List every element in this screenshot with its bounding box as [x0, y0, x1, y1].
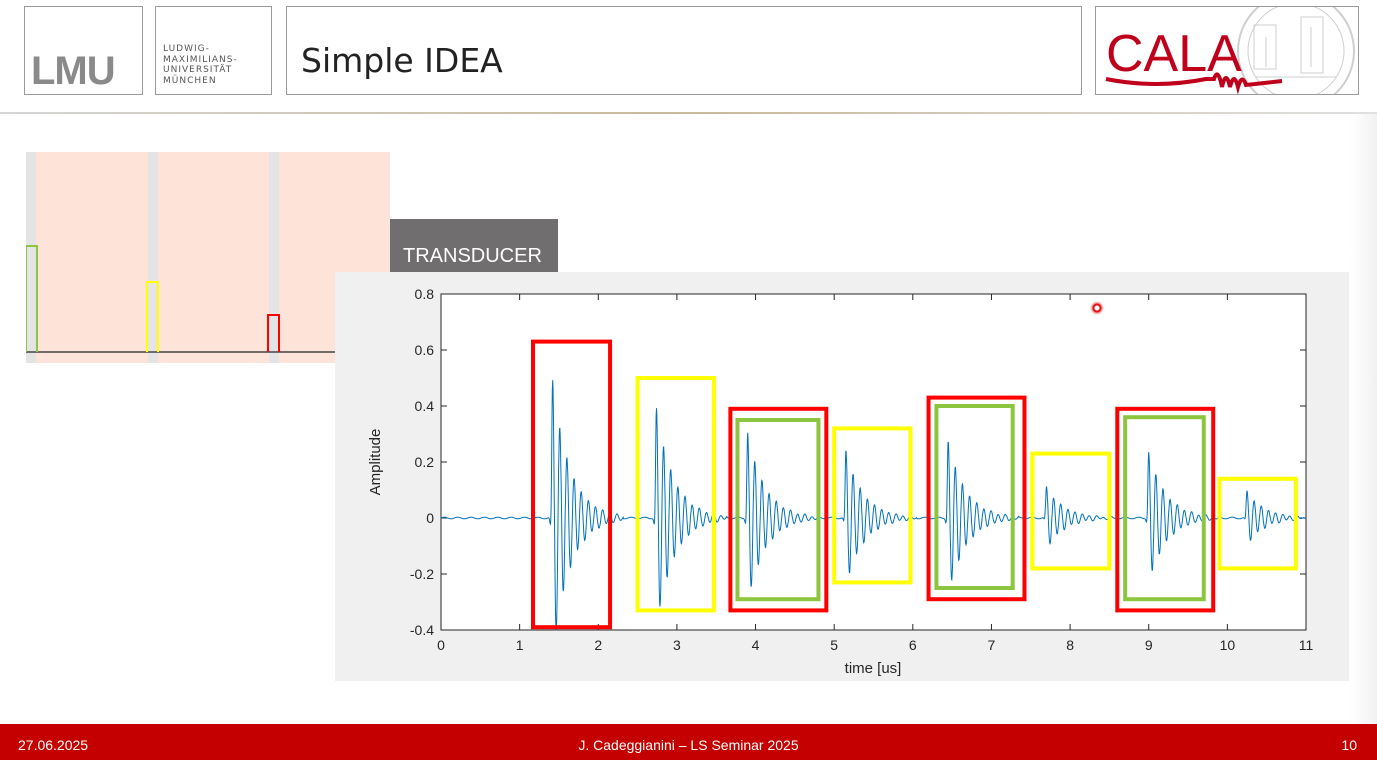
- cala-logo-text: CALA: [1106, 25, 1242, 83]
- x-tick-label: 5: [830, 637, 838, 653]
- plot-area: [440, 293, 1307, 631]
- echo-highlight-box: [1123, 415, 1206, 602]
- pulse-yellow: [146, 281, 159, 352]
- footer-presenter: J. Cadeggianini – LS Seminar 2025: [578, 737, 799, 753]
- footer-date: 27.06.2025: [18, 737, 89, 753]
- y-tick-label: -0.2: [410, 566, 434, 582]
- x-axis-label: time [us]: [845, 660, 902, 677]
- y-tick-label: 0.4: [415, 398, 435, 414]
- y-tick-label: 0.8: [415, 286, 435, 302]
- x-tick-label: 8: [1066, 637, 1074, 653]
- echo-highlight-box: [735, 418, 821, 602]
- x-tick-label: 0: [437, 637, 445, 653]
- university-name-line: MAXIMILIANS-: [163, 54, 238, 65]
- pulse-train: [26, 245, 390, 353]
- x-tick-label: 7: [988, 637, 996, 653]
- university-seal-icon: [1237, 7, 1355, 94]
- echo-highlight-box: [531, 339, 613, 630]
- y-tick-label: 0: [426, 510, 434, 526]
- slide-title: Simple IDEA: [301, 41, 503, 80]
- pulse-gap: [26, 152, 36, 363]
- y-tick-label: 0.6: [415, 342, 435, 358]
- page-number: 10: [1341, 737, 1357, 753]
- transducer-label: TRANSDUCER: [390, 219, 558, 272]
- pulse-gap: [148, 152, 158, 363]
- laser-pointer-icon: [1090, 301, 1104, 315]
- slide-edge-shadow: [1350, 114, 1377, 724]
- echo-highlight-box: [1217, 476, 1298, 571]
- signal-chart-svg: 0 1 2 3 4 5 6 7 8 9 10 11 -0.4 -0.2 0 0.2 0.4 0.6 0.8 time…: [367, 286, 1314, 677]
- pulse-diagram: [26, 152, 390, 363]
- y-tick-label: -0.4: [410, 622, 434, 638]
- x-tick-label: 4: [752, 637, 760, 653]
- echo-highlight-box: [926, 395, 1027, 602]
- pulse-red: [267, 314, 280, 352]
- lmu-logo-box: LMU: [24, 6, 143, 95]
- echo-highlight-box: [832, 426, 913, 585]
- x-tick-label: 1: [516, 637, 524, 653]
- x-tick-label: 6: [909, 637, 917, 653]
- university-name: LUDWIG- MAXIMILIANS- UNIVERSITÄT MÜNCHEN: [163, 44, 238, 86]
- cala-wave-icon: [1105, 72, 1283, 94]
- cala-logo-box: CALA: [1095, 6, 1359, 95]
- university-name-line: LUDWIG-: [163, 44, 210, 54]
- university-name-box: LUDWIG- MAXIMILIANS- UNIVERSITÄT MÜNCHEN: [155, 6, 272, 95]
- x-tick-label: 11: [1299, 637, 1314, 653]
- x-tick-label: 9: [1145, 637, 1153, 653]
- x-tick-label: 2: [594, 637, 602, 653]
- echo-highlight-box: [934, 404, 1015, 590]
- y-tick-label: 0.2: [415, 454, 435, 470]
- pulse-gap: [269, 152, 279, 363]
- slide-footer: 27.06.2025 J. Cadeggianini – LS Seminar …: [0, 724, 1377, 760]
- x-tick-label: 10: [1220, 637, 1236, 653]
- cala-logo: CALA: [1105, 7, 1355, 94]
- signal-chart: 0 1 2 3 4 5 6 7 8 9 10 11 -0.4 -0.2 0 0.2 0.4 0.6 0.8 time…: [335, 272, 1349, 681]
- title-box: Simple IDEA: [286, 6, 1082, 95]
- lmu-logo: LMU: [31, 49, 116, 93]
- echo-highlight-box: [635, 376, 716, 613]
- echo-highlight-box: [1115, 406, 1216, 613]
- header-divider: [0, 112, 1377, 114]
- university-name-line: UNIVERSITÄT: [163, 65, 233, 75]
- pulse-green: [26, 245, 38, 352]
- echo-highlight-box: [728, 406, 829, 613]
- x-tick-label: 3: [673, 637, 681, 653]
- y-axis-label: Amplitude: [367, 429, 384, 496]
- echo-highlight-box: [1030, 451, 1112, 571]
- university-name-line: MÜNCHEN: [163, 75, 217, 86]
- signal-line: [440, 380, 1307, 631]
